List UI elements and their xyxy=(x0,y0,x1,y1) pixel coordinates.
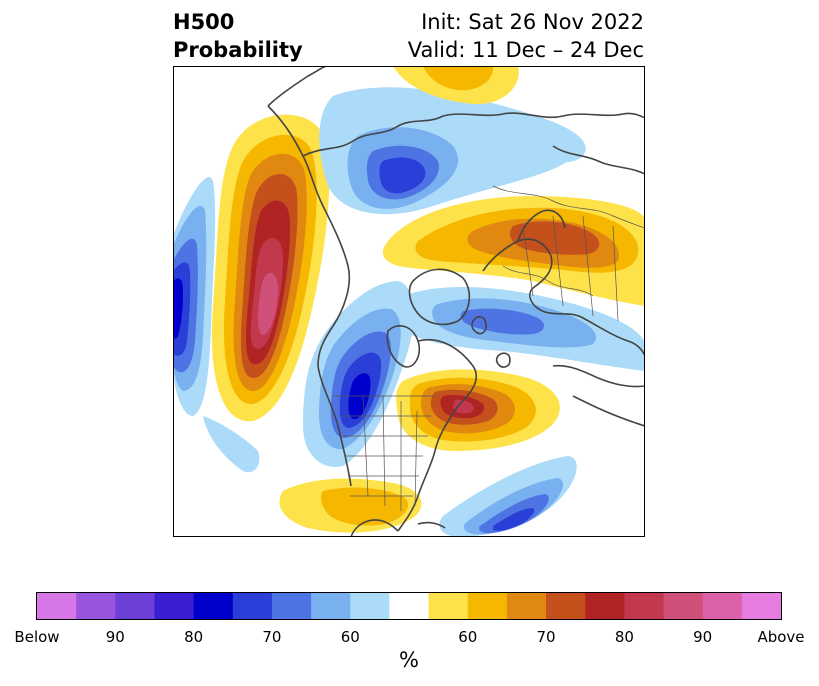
init-date: Init: Sat 26 Nov 2022 xyxy=(421,10,644,34)
colorbar-segment xyxy=(428,593,469,619)
anomaly-west-pacific-trough xyxy=(173,177,260,473)
probability-map xyxy=(173,66,645,537)
anomaly-europe-ridge xyxy=(382,196,645,306)
title-quantity: Probability xyxy=(173,38,303,62)
colorbar-segment xyxy=(741,593,782,619)
anomaly-subtropical-atlantic-trough xyxy=(439,456,577,537)
colorbar-segment xyxy=(467,593,508,619)
colorbar-segment xyxy=(193,593,234,619)
colorbar-segment xyxy=(37,593,77,619)
colorbar-segment xyxy=(154,593,195,619)
colorbar-segment xyxy=(76,593,116,619)
colorbar-tick-label: 90 xyxy=(693,628,713,646)
anomaly-eastern-canada-ridge xyxy=(396,369,560,451)
colorbar-unit-label: % xyxy=(399,648,419,672)
colorbar-tick-label: 80 xyxy=(184,628,204,646)
colorbar-tick-label: 70 xyxy=(262,628,282,646)
anomaly-western-canada-trough xyxy=(303,281,414,467)
colorbar-tick-label: 90 xyxy=(105,628,125,646)
colorbar-segment xyxy=(232,593,273,619)
anomaly-atlantic-trough xyxy=(395,286,645,371)
anomaly-subtropical-pacific-ridge xyxy=(279,478,422,533)
colorbar-segment xyxy=(624,593,665,619)
colorbar-tick-label: 60 xyxy=(458,628,478,646)
colorbar-tick-label: Above xyxy=(757,628,805,646)
chart-title-right: Init: Sat 26 Nov 2022 Valid: 11 Dec – 24… xyxy=(408,8,644,64)
colorbar-tick-label: 70 xyxy=(536,628,556,646)
colorbar-tick-label: Below xyxy=(14,628,60,646)
colorbar-segment xyxy=(702,593,743,619)
colorbar-segment xyxy=(271,593,312,619)
colorbar-segment xyxy=(663,593,704,619)
colorbar-segment xyxy=(350,593,390,619)
colorbar-tick-label: 80 xyxy=(614,628,634,646)
anomaly-pacific-ridge xyxy=(211,114,330,422)
colorbar-segment xyxy=(389,593,430,619)
borders xyxy=(333,185,645,511)
colorbar-segment xyxy=(115,593,155,619)
colorbar-segment xyxy=(311,593,351,619)
colorbar-segment xyxy=(585,593,625,619)
colorbar-segment xyxy=(546,593,586,619)
anomaly-arctic-ridge xyxy=(393,66,519,105)
colorbar-segment xyxy=(506,593,547,619)
valid-range: Valid: 11 Dec – 24 Dec xyxy=(407,38,644,62)
colorbar-border xyxy=(36,592,782,620)
colorbar-tick-label: 60 xyxy=(340,628,360,646)
chart-title-left: H500 Probability xyxy=(173,8,303,64)
colorbar xyxy=(36,592,782,620)
anomaly-arctic-trough xyxy=(319,87,586,215)
title-variable: H500 xyxy=(173,10,235,34)
